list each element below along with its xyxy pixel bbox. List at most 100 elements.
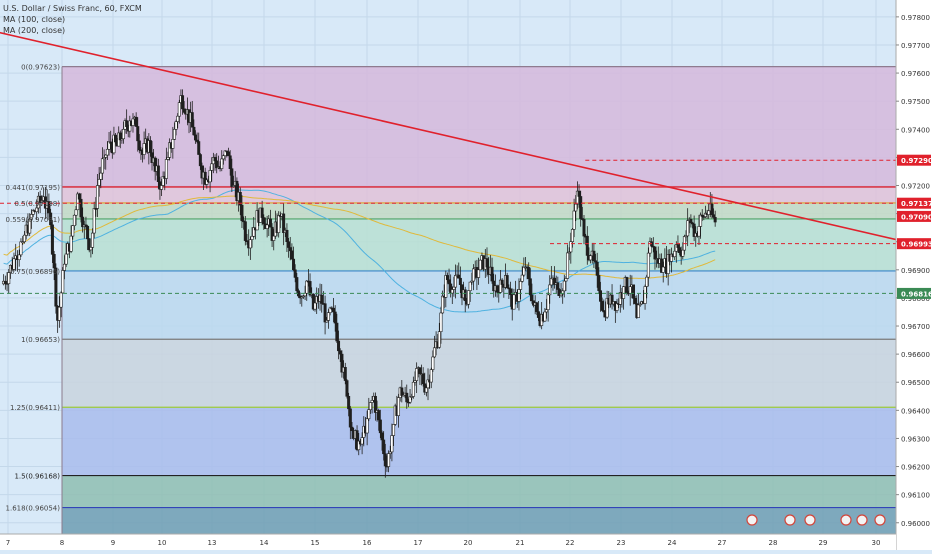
price-tick-label: 0.96700 bbox=[901, 323, 930, 331]
candle-body bbox=[79, 198, 83, 218]
candle-body bbox=[594, 260, 598, 263]
price-label-text: 0.97137 bbox=[901, 200, 932, 208]
candle-body bbox=[250, 235, 254, 240]
event-marker-icon bbox=[840, 514, 852, 526]
time-tick-label: 29 bbox=[819, 539, 828, 547]
candles bbox=[2, 89, 717, 478]
candle-body bbox=[166, 157, 170, 160]
fib-zone bbox=[62, 475, 896, 508]
candle-body bbox=[89, 247, 93, 251]
candle-body bbox=[208, 170, 212, 183]
candle-body bbox=[470, 280, 474, 283]
candle-body bbox=[699, 214, 703, 227]
candle-body bbox=[463, 289, 467, 302]
candle-body bbox=[382, 439, 386, 455]
candle-body bbox=[507, 287, 511, 290]
candle-body bbox=[610, 294, 614, 305]
candle-body bbox=[413, 380, 417, 383]
candle-body bbox=[512, 294, 516, 310]
time-tick-label: 22 bbox=[566, 539, 575, 547]
candle-body bbox=[77, 193, 81, 200]
candle-body bbox=[458, 277, 462, 285]
candle-body bbox=[421, 373, 425, 385]
candle-body bbox=[87, 238, 91, 251]
candle-body bbox=[545, 309, 549, 313]
ma100-legend[interactable]: MA (100, close) bbox=[3, 15, 66, 24]
price-tick-label: 0.96500 bbox=[901, 379, 930, 387]
event-marker-icon bbox=[804, 514, 816, 526]
candle-body bbox=[92, 208, 96, 234]
candle-body bbox=[380, 432, 384, 441]
candle-body bbox=[681, 249, 685, 257]
candle-body bbox=[125, 120, 129, 127]
candle-body bbox=[595, 261, 599, 276]
candle-body bbox=[134, 116, 138, 127]
candle-body bbox=[220, 158, 224, 169]
candle-body bbox=[325, 320, 329, 323]
candle-body bbox=[452, 286, 456, 290]
candle-body bbox=[35, 207, 39, 213]
candle-body bbox=[248, 239, 252, 249]
candle-body bbox=[579, 196, 583, 219]
candle-body bbox=[401, 394, 405, 397]
candle-body bbox=[76, 193, 80, 211]
candle-body bbox=[445, 275, 449, 281]
symbol-title[interactable]: U.S. Dollar / Swiss Franc, 60, FXCM bbox=[3, 4, 142, 13]
candle-body bbox=[181, 95, 185, 110]
candle-body bbox=[661, 266, 665, 273]
candle-body bbox=[21, 241, 25, 244]
candle-body bbox=[192, 126, 196, 136]
ma200-legend[interactable]: MA (200, close) bbox=[3, 26, 66, 35]
candle-body bbox=[345, 380, 349, 397]
candle-body bbox=[411, 381, 415, 397]
candle-body bbox=[137, 140, 141, 151]
candle-body bbox=[505, 275, 509, 289]
candle-body bbox=[622, 286, 626, 299]
time-tick-label: 14 bbox=[260, 539, 269, 547]
candle-body bbox=[509, 288, 513, 295]
candle-body bbox=[592, 250, 596, 262]
candle-body bbox=[72, 214, 76, 226]
drawing-lines bbox=[0, 31, 932, 294]
candle-body bbox=[210, 163, 214, 171]
price-label-box bbox=[897, 287, 931, 299]
candle-body bbox=[678, 247, 682, 254]
candle-body bbox=[320, 294, 324, 304]
candle-body bbox=[195, 139, 199, 142]
candle-body bbox=[238, 191, 242, 206]
candle-body bbox=[692, 223, 696, 237]
candle-body bbox=[467, 290, 471, 305]
candle-body bbox=[282, 213, 286, 234]
candle-body bbox=[605, 297, 609, 318]
candle-body bbox=[311, 293, 315, 310]
candle-body bbox=[223, 150, 227, 157]
candle-body bbox=[197, 141, 201, 155]
candle-body bbox=[660, 258, 664, 273]
time-tick-label: 8 bbox=[60, 539, 64, 547]
event-markers bbox=[746, 514, 886, 526]
candle-body bbox=[429, 369, 433, 383]
candle-body bbox=[553, 277, 557, 285]
candle-body bbox=[198, 154, 202, 167]
candle-body bbox=[495, 285, 499, 293]
candle-body bbox=[646, 252, 650, 278]
candle-body bbox=[367, 409, 371, 420]
price-axis: 0.978000.977000.976000.975000.974000.973… bbox=[895, 0, 932, 550]
candle-body bbox=[431, 356, 435, 370]
candle-body bbox=[602, 310, 606, 313]
candle-body bbox=[517, 289, 521, 302]
price-label-box bbox=[897, 154, 931, 166]
candle-body bbox=[28, 218, 32, 234]
candle-body bbox=[40, 200, 44, 203]
candle-body bbox=[669, 253, 673, 262]
candle-body bbox=[628, 286, 632, 294]
candle-body bbox=[332, 307, 336, 313]
candle-body bbox=[313, 302, 317, 310]
candle-body bbox=[457, 274, 461, 279]
candle-body bbox=[615, 303, 619, 311]
candle-body bbox=[95, 185, 99, 209]
candle-body bbox=[390, 435, 394, 453]
candle-body bbox=[177, 102, 181, 117]
price-tick-label: 0.96400 bbox=[901, 407, 930, 415]
